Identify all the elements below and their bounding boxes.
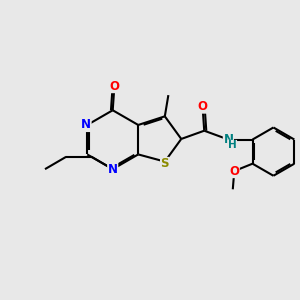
Text: N: N <box>108 163 118 176</box>
Text: N: N <box>224 133 233 146</box>
Text: O: O <box>229 165 239 178</box>
Text: N: N <box>81 118 91 131</box>
Text: H: H <box>228 140 237 150</box>
Text: O: O <box>198 100 208 113</box>
Text: O: O <box>109 80 119 93</box>
Text: S: S <box>160 158 169 170</box>
